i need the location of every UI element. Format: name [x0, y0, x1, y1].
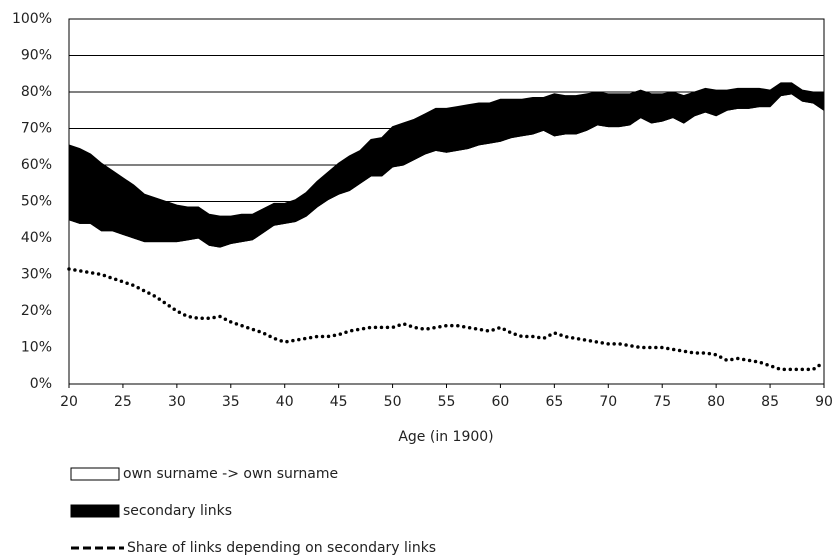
x-axis-title: Age (in 1900) [398, 429, 493, 445]
y-tick-label: 90% [21, 48, 52, 64]
y-tick-label: 0% [30, 376, 52, 392]
y-tick-label: 70% [21, 121, 52, 137]
x-tick-label: 40 [276, 394, 294, 410]
x-tick-label: 30 [168, 394, 186, 410]
x-tick-label: 80 [707, 394, 725, 410]
x-tick-label: 85 [761, 394, 779, 410]
x-tick-label: 50 [384, 394, 402, 410]
x-tick-label: 55 [438, 394, 456, 410]
y-tick-label: 10% [21, 340, 52, 356]
y-tick-label: 30% [21, 267, 52, 283]
x-tick-label: 45 [330, 394, 348, 410]
legend-swatch [70, 467, 120, 481]
x-tick-label: 35 [222, 394, 240, 410]
y-tick-label: 100% [12, 11, 52, 27]
x-tick-label: 90 [815, 394, 833, 410]
legend-label: Share of links depending on secondary li… [127, 540, 436, 555]
x-tick-label: 25 [114, 394, 132, 410]
legend-label: own surname -> own surname [123, 466, 338, 482]
x-tick-label: 75 [653, 394, 671, 410]
x-tick-label: 70 [599, 394, 617, 410]
x-tick-label: 65 [545, 394, 563, 410]
x-tick-label: 20 [60, 394, 78, 410]
plot-frame [68, 18, 825, 385]
line [67, 267, 826, 372]
y-tick-label: 20% [21, 303, 52, 319]
y-tick-label: 60% [21, 157, 52, 173]
y-tick-label: 40% [21, 230, 52, 246]
y-tick-label: 50% [21, 194, 52, 210]
x-tick-label: 60 [492, 394, 510, 410]
legend-label: secondary links [123, 503, 232, 519]
legend-swatch [70, 504, 120, 518]
y-tick-label: 80% [21, 84, 52, 100]
